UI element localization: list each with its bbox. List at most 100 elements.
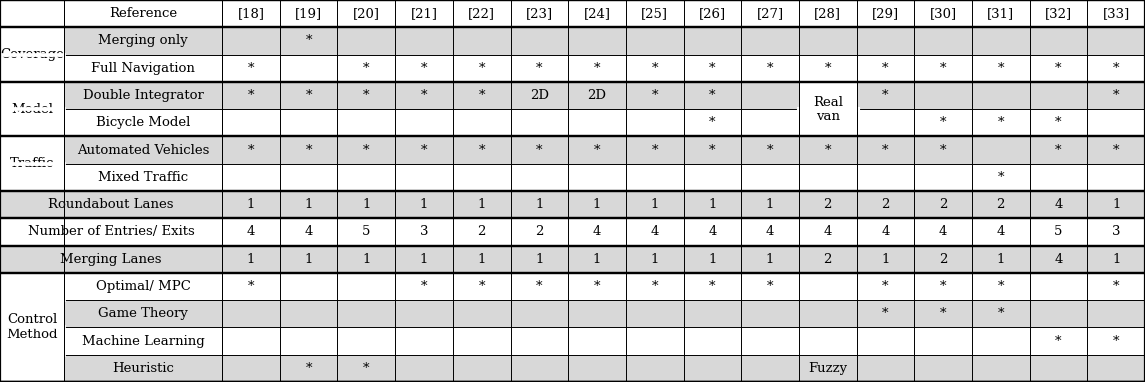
Text: *: * bbox=[1113, 144, 1120, 157]
Bar bbox=[0, 164, 1145, 191]
Text: Fuzzy: Fuzzy bbox=[808, 362, 847, 375]
Bar bbox=[0, 191, 1145, 218]
Text: *: * bbox=[940, 280, 947, 293]
Text: Real
van: Real van bbox=[813, 96, 843, 123]
Bar bbox=[0, 273, 1145, 300]
Text: *: * bbox=[767, 144, 773, 157]
Text: *: * bbox=[479, 144, 485, 157]
Text: *: * bbox=[479, 89, 485, 102]
Text: *: * bbox=[536, 144, 543, 157]
Text: 2: 2 bbox=[939, 253, 947, 266]
Bar bbox=[0, 355, 1145, 382]
Text: 2: 2 bbox=[939, 198, 947, 211]
Text: 3: 3 bbox=[1112, 225, 1121, 238]
Text: 5: 5 bbox=[1055, 225, 1063, 238]
Text: *: * bbox=[479, 62, 485, 75]
Text: 1: 1 bbox=[650, 253, 658, 266]
Text: Merging Lanes: Merging Lanes bbox=[61, 253, 161, 266]
Bar bbox=[0, 246, 1145, 273]
Text: 4: 4 bbox=[823, 225, 832, 238]
Text: *: * bbox=[882, 307, 889, 320]
Text: Roundabout Lanes: Roundabout Lanes bbox=[48, 198, 174, 211]
Text: [23]: [23] bbox=[526, 7, 553, 20]
Text: *: * bbox=[594, 144, 600, 157]
Text: *: * bbox=[306, 362, 311, 375]
Text: [25]: [25] bbox=[641, 7, 669, 20]
Text: [31]: [31] bbox=[987, 7, 1014, 20]
Text: Game Theory: Game Theory bbox=[98, 307, 188, 320]
Text: *: * bbox=[306, 89, 311, 102]
Text: 4: 4 bbox=[593, 225, 601, 238]
Bar bbox=[799, 82, 856, 136]
Bar bbox=[0, 300, 1145, 327]
Text: *: * bbox=[997, 307, 1004, 320]
Text: Model: Model bbox=[11, 103, 53, 116]
Bar bbox=[0, 136, 64, 191]
Text: 4: 4 bbox=[650, 225, 658, 238]
Text: 1: 1 bbox=[477, 253, 485, 266]
Text: *: * bbox=[1056, 62, 1061, 75]
Text: *: * bbox=[1056, 335, 1061, 348]
Text: *: * bbox=[536, 280, 543, 293]
Text: 1: 1 bbox=[420, 198, 428, 211]
Text: 4: 4 bbox=[882, 225, 890, 238]
Text: 5: 5 bbox=[362, 225, 371, 238]
Text: Traffic: Traffic bbox=[10, 157, 54, 170]
Text: *: * bbox=[247, 62, 254, 75]
Text: *: * bbox=[652, 144, 658, 157]
Text: *: * bbox=[363, 89, 370, 102]
Text: *: * bbox=[940, 116, 947, 129]
Text: *: * bbox=[479, 280, 485, 293]
Text: [18]: [18] bbox=[237, 7, 264, 20]
Text: *: * bbox=[363, 362, 370, 375]
Text: 1: 1 bbox=[247, 198, 255, 211]
Text: *: * bbox=[709, 89, 716, 102]
Bar bbox=[0, 55, 1145, 82]
Text: *: * bbox=[652, 89, 658, 102]
Bar bbox=[0, 327, 1145, 355]
Bar bbox=[0, 109, 1145, 136]
Text: *: * bbox=[1113, 280, 1120, 293]
Text: 1: 1 bbox=[593, 198, 601, 211]
Bar bbox=[0, 136, 1145, 164]
Text: [20]: [20] bbox=[353, 7, 380, 20]
Text: 3: 3 bbox=[420, 225, 428, 238]
Text: *: * bbox=[882, 89, 889, 102]
Text: 1: 1 bbox=[709, 253, 717, 266]
Text: *: * bbox=[363, 62, 370, 75]
Text: *: * bbox=[709, 144, 716, 157]
Text: *: * bbox=[997, 171, 1004, 184]
Text: 2: 2 bbox=[882, 198, 890, 211]
Text: [27]: [27] bbox=[757, 7, 783, 20]
Text: 2D: 2D bbox=[587, 89, 607, 102]
Text: *: * bbox=[594, 62, 600, 75]
Text: *: * bbox=[709, 280, 716, 293]
Text: *: * bbox=[420, 144, 427, 157]
Text: [30]: [30] bbox=[930, 7, 957, 20]
Text: 1: 1 bbox=[535, 253, 544, 266]
Text: 4: 4 bbox=[939, 225, 947, 238]
Text: *: * bbox=[420, 89, 427, 102]
Text: *: * bbox=[767, 280, 773, 293]
Text: *: * bbox=[1113, 62, 1120, 75]
Text: 4: 4 bbox=[709, 225, 717, 238]
Text: 1: 1 bbox=[766, 253, 774, 266]
Text: Full Navigation: Full Navigation bbox=[92, 62, 195, 75]
Text: *: * bbox=[652, 62, 658, 75]
Text: *: * bbox=[1056, 116, 1061, 129]
Text: [26]: [26] bbox=[698, 7, 726, 20]
Text: Optimal/ MPC: Optimal/ MPC bbox=[96, 280, 190, 293]
Text: 2: 2 bbox=[535, 225, 544, 238]
Text: 1: 1 bbox=[766, 198, 774, 211]
Text: Mixed Traffic: Mixed Traffic bbox=[98, 171, 188, 184]
Text: Machine Learning: Machine Learning bbox=[81, 335, 205, 348]
Text: *: * bbox=[997, 62, 1004, 75]
Text: [22]: [22] bbox=[468, 7, 495, 20]
Text: 2: 2 bbox=[823, 198, 832, 211]
Text: *: * bbox=[247, 89, 254, 102]
Text: *: * bbox=[997, 116, 1004, 129]
Text: 2D: 2D bbox=[530, 89, 548, 102]
Text: [21]: [21] bbox=[411, 7, 437, 20]
Bar bbox=[0, 0, 1145, 27]
Text: Control
Method: Control Method bbox=[7, 313, 57, 342]
